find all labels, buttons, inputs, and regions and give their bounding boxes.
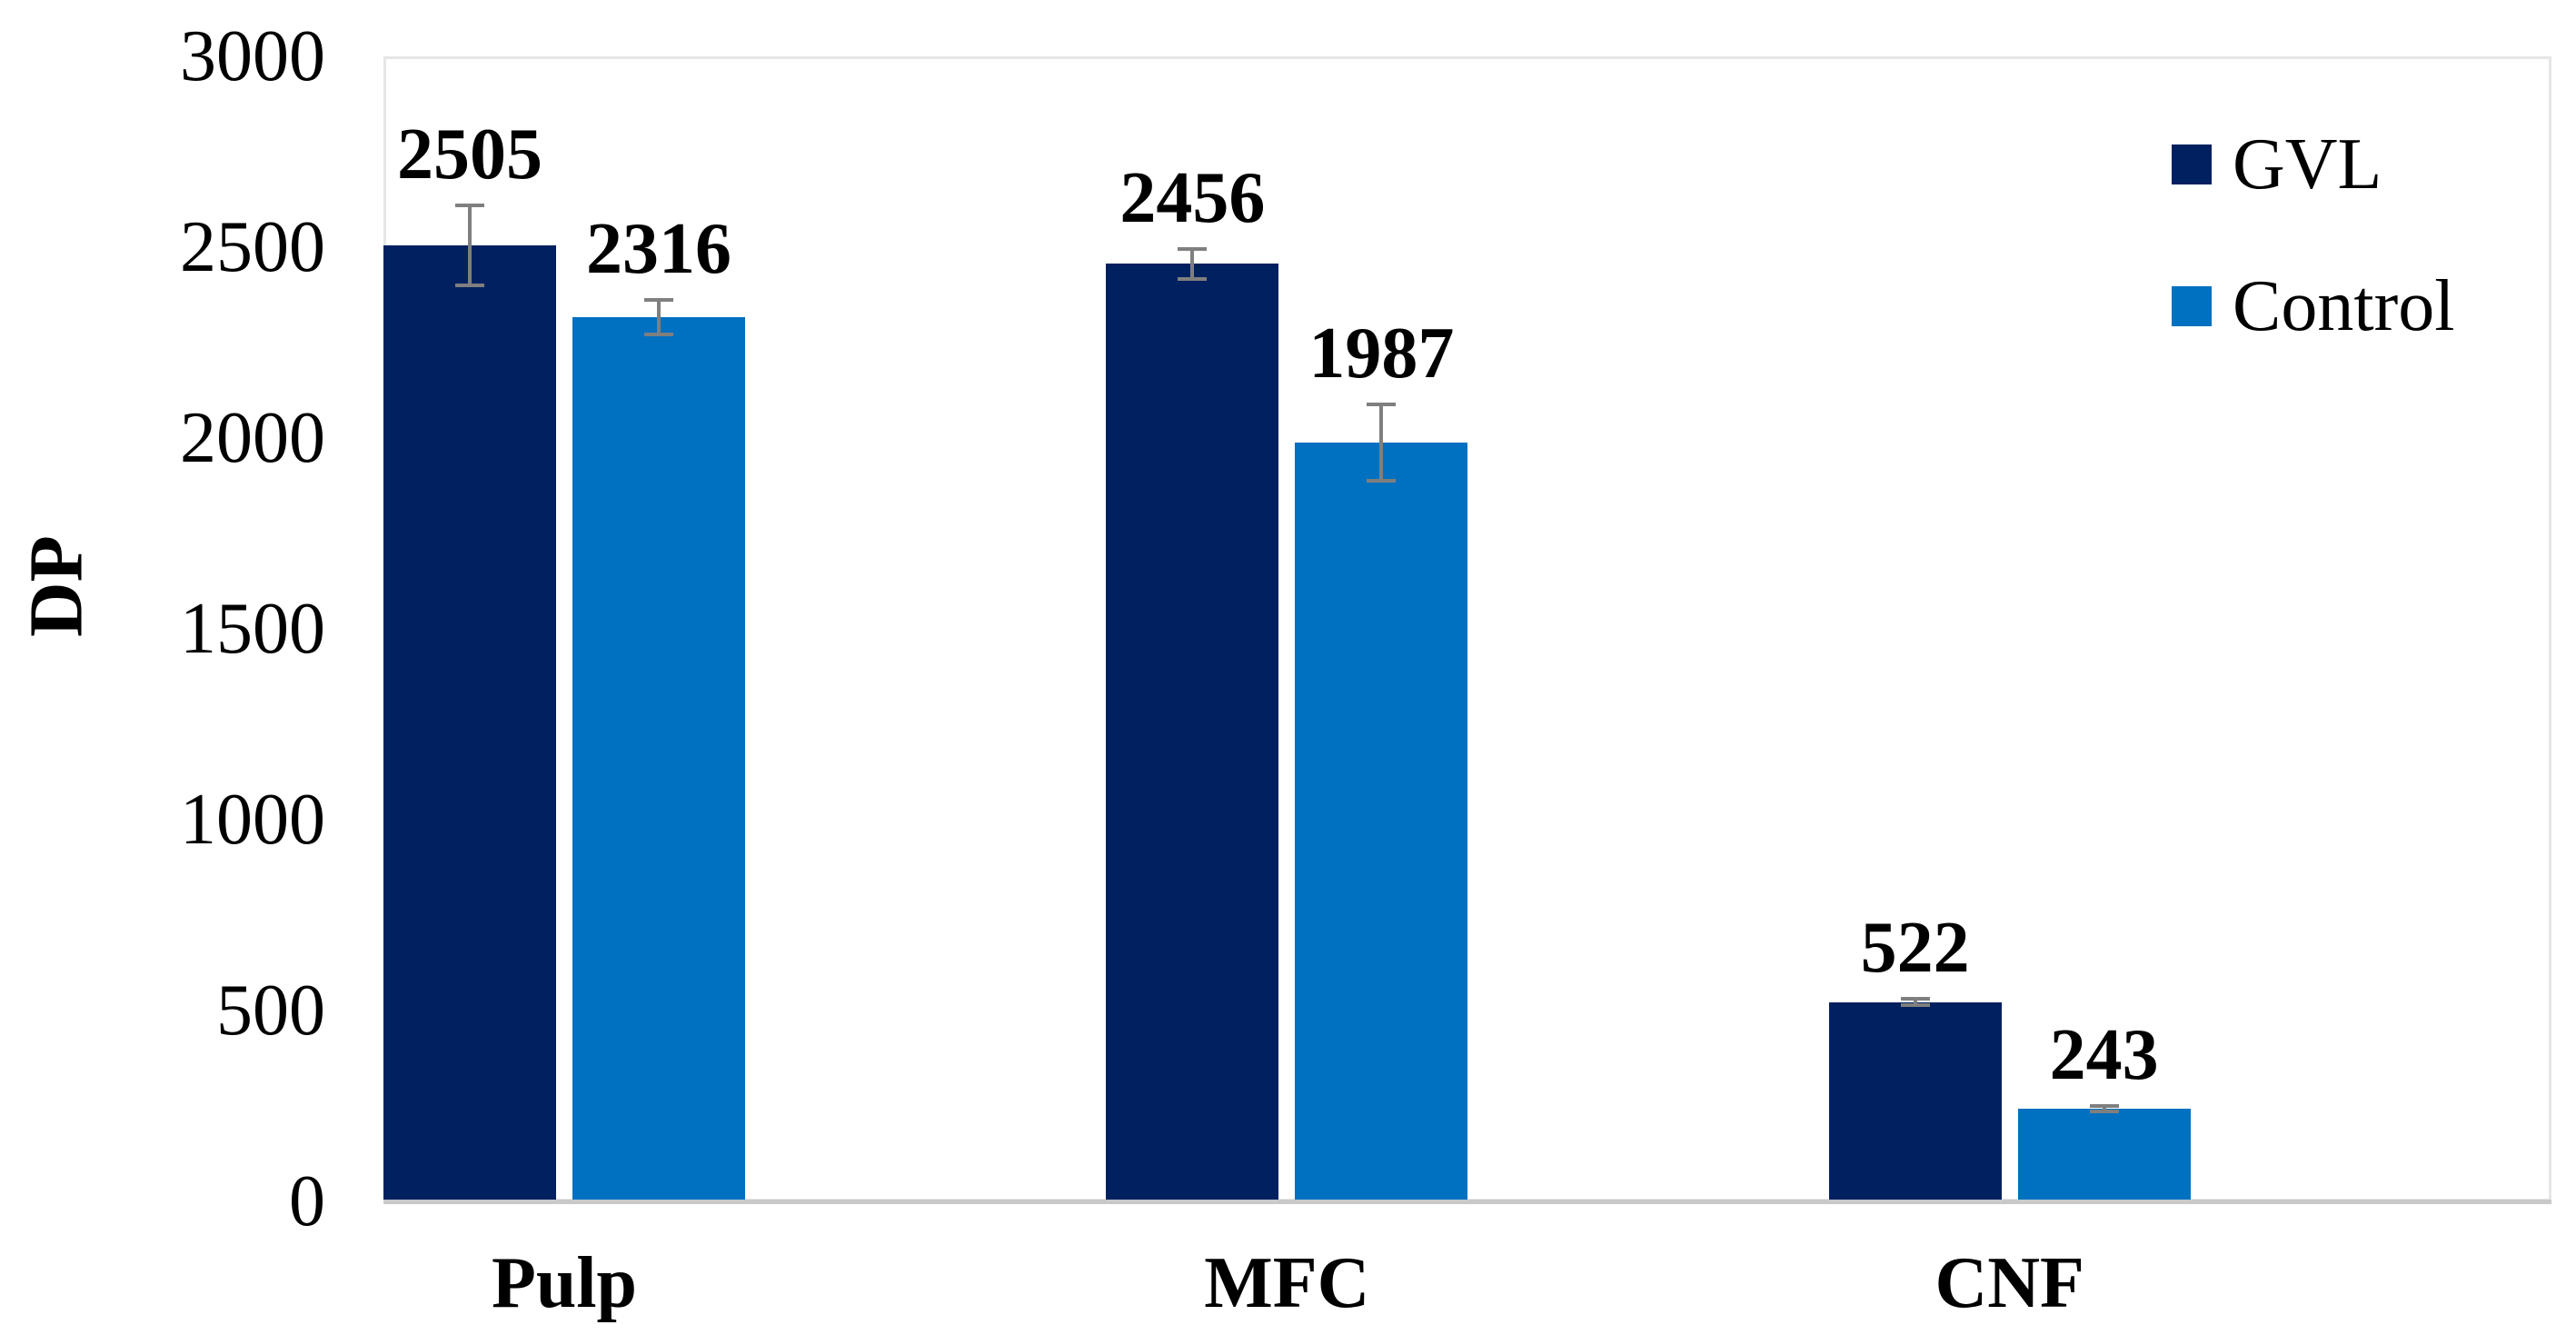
legend-item-control: Control bbox=[2172, 265, 2454, 347]
legend-marker-control bbox=[2172, 286, 2212, 326]
error-bar-cap-bottom-control-mfc bbox=[1367, 479, 1397, 483]
y-tick-label-2000: 2000 bbox=[180, 398, 325, 478]
error-bar-gvl-cnf bbox=[1913, 999, 1917, 1006]
bar-gvl-cnf bbox=[1828, 1001, 2002, 1201]
bar-control-mfc bbox=[1295, 443, 1468, 1201]
legend-item-gvl: GVL bbox=[2172, 124, 2382, 205]
error-bar-cap-top-control-pulp bbox=[644, 298, 673, 303]
error-bar-cap-bottom-gvl-pulp bbox=[455, 284, 484, 287]
data-label-gvl-mfc: 2456 bbox=[1119, 157, 1266, 238]
data-label-gvl-pulp: 2505 bbox=[397, 114, 542, 194]
error-bar-gvl-pulp bbox=[468, 204, 472, 285]
error-bar-control-pulp bbox=[657, 300, 661, 335]
error-bar-cap-top-gvl-pulp bbox=[455, 203, 484, 207]
error-bar-control-cnf bbox=[2102, 1105, 2106, 1112]
legend-label-control: Control bbox=[2233, 266, 2455, 346]
y-tick-label-1500: 1500 bbox=[180, 589, 325, 669]
bar-control-cnf bbox=[2017, 1108, 2191, 1201]
error-bar-cap-bottom-control-pulp bbox=[644, 333, 673, 337]
bar-gvl-mfc bbox=[1106, 264, 1279, 1201]
error-bar-cap-bottom-gvl-cnf bbox=[1900, 1003, 1930, 1008]
y-tick-label-1000: 1000 bbox=[180, 780, 325, 860]
error-bar-cap-bottom-gvl-mfc bbox=[1178, 277, 1208, 282]
bar-gvl-pulp bbox=[383, 244, 556, 1201]
data-label-gvl-cnf: 522 bbox=[1860, 908, 1970, 989]
error-bar-cap-bottom-control-cnf bbox=[2089, 1110, 2119, 1114]
x-axis-line bbox=[383, 1200, 2551, 1204]
y-tick-label-2500: 2500 bbox=[180, 207, 325, 287]
error-bar-gvl-mfc bbox=[1190, 248, 1195, 280]
error-bar-cap-top-control-mfc bbox=[1367, 403, 1397, 407]
x-axis-label-cnf: CNF bbox=[1934, 1243, 2084, 1323]
x-axis-label-mfc: MFC bbox=[1204, 1243, 1370, 1323]
y-tick-label-3000: 3000 bbox=[180, 16, 325, 96]
x-axis-label-pulp: Pulp bbox=[491, 1243, 638, 1323]
y-tick-label-0: 0 bbox=[289, 1161, 325, 1241]
legend-label-gvl: GVL bbox=[2233, 125, 2382, 204]
error-bar-cap-top-gvl-cnf bbox=[1900, 997, 1930, 1001]
data-label-control-mfc: 1987 bbox=[1308, 314, 1455, 394]
error-bar-control-mfc bbox=[1379, 404, 1384, 482]
data-label-control-cnf: 243 bbox=[2049, 1014, 2159, 1095]
legend-marker-gvl bbox=[2172, 144, 2212, 184]
bar-control-pulp bbox=[572, 317, 745, 1201]
error-bar-cap-top-control-cnf bbox=[2089, 1103, 2119, 1108]
error-bar-cap-top-gvl-mfc bbox=[1178, 246, 1208, 251]
data-label-control-pulp: 2316 bbox=[586, 209, 731, 290]
y-tick-label-500: 500 bbox=[216, 971, 325, 1051]
